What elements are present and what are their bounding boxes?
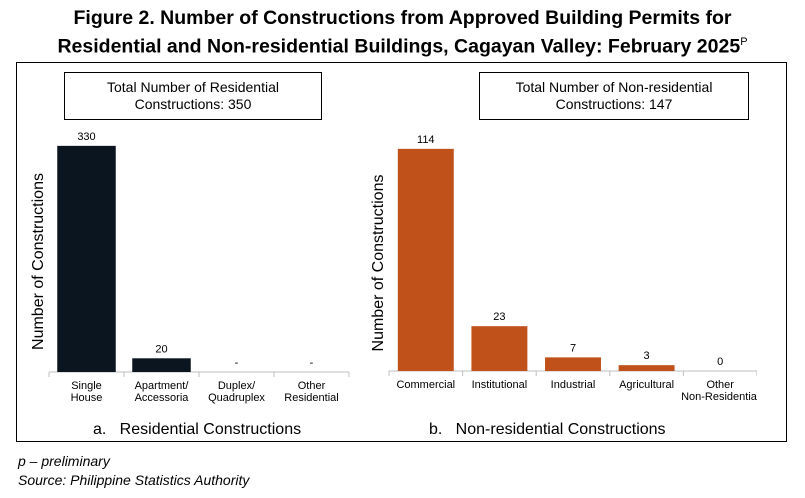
residential-category-label-line: House	[71, 392, 103, 404]
residential-category-label-line: Quadruplex	[208, 392, 265, 404]
non-residential-total-line1: Total Number of Non-residential	[515, 79, 713, 95]
residential-category-label-line: Duplex/	[218, 380, 256, 392]
residential-bar	[57, 145, 116, 372]
residential-category-label-line: Other	[298, 380, 326, 392]
non-residential-data-label: 7	[570, 342, 576, 354]
chart-title: Figure 2. Number of Constructions from A…	[0, 6, 805, 59]
residential-total-line1: Total Number of Residential	[107, 79, 279, 95]
residential-y-axis-label: Number of Constructions	[30, 173, 47, 350]
residential-category-label: Single House	[71, 380, 103, 404]
footnote-source: Source: Philippine Statistics Authority	[18, 472, 250, 488]
residential-category-label-line: Apartment/	[135, 380, 190, 392]
non-residential-category-label-line: Commercial	[396, 379, 455, 391]
non-residential-category-label-line: Non-Residential	[681, 391, 757, 403]
residential-data-label: 330	[77, 131, 95, 143]
non-residential-data-label: 114	[417, 134, 435, 146]
non-residential-category-label-line: Agricultural	[619, 379, 674, 391]
non-residential-category-label: Other Non-Residential	[681, 379, 757, 403]
figure-frame: Number of Constructions 330 Single House 20 A…	[16, 62, 787, 442]
non-residential-category-label: Commercial	[396, 379, 455, 391]
non-residential-category-label-line: Industrial	[551, 379, 596, 391]
non-residential-bar	[545, 357, 601, 371]
non-residential-bar	[397, 148, 454, 371]
title-superscript: P	[740, 36, 748, 48]
residential-caption: a. Residential Constructions	[93, 421, 302, 438]
residential-data-label: -	[235, 357, 239, 369]
residential-category-label: Duplex/Quadruplex	[208, 380, 265, 404]
residential-bar	[132, 358, 191, 372]
residential-data-label: -	[310, 357, 314, 369]
footnote-preliminary: p – preliminary	[18, 453, 110, 469]
residential-category-label-line: Accessoria	[135, 392, 190, 404]
non-residential-data-label: 0	[717, 356, 723, 368]
non-residential-total-box: Total Number of Non-residential Construc…	[479, 72, 749, 120]
residential-total-line2: Constructions: 350	[134, 96, 252, 112]
non-residential-bar	[471, 326, 528, 371]
title-line-2: Residential and Non-residential Building…	[0, 30, 805, 59]
non-residential-y-axis-label: Number of Constructions	[370, 175, 387, 352]
non-residential-category-label: Institutional	[472, 379, 528, 391]
non-residential-data-label: 3	[644, 350, 650, 362]
residential-category-label-line: Single	[71, 380, 102, 392]
title-line-2-text: Residential and Non-residential Building…	[57, 35, 741, 58]
non-residential-category-label-line: Institutional	[472, 379, 528, 391]
non-residential-chart: Number of Constructions 114 Commercial 23 In…	[370, 134, 757, 403]
non-residential-data-label: 23	[493, 311, 505, 323]
non-residential-category-label: Industrial	[551, 379, 596, 391]
non-residential-bar	[618, 365, 675, 371]
title-line-1: Figure 2. Number of Constructions from A…	[73, 7, 732, 29]
residential-category-label: Other Residential	[284, 380, 338, 404]
residential-data-label: 20	[155, 343, 167, 355]
residential-category-label-line: Residential	[284, 392, 338, 404]
residential-chart: Number of Constructions 330 Single House 20 A…	[30, 131, 350, 404]
non-residential-total-line2: Constructions: 147	[555, 96, 673, 112]
non-residential-category-label-line: Other	[706, 379, 734, 391]
non-residential-category-label: Agricultural	[619, 379, 674, 391]
residential-category-label: Apartment/Accessoria	[135, 380, 190, 404]
non-residential-caption: b. Non-residential Constructions	[429, 421, 666, 438]
residential-total-box: Total Number of Residential Construction…	[64, 72, 322, 120]
